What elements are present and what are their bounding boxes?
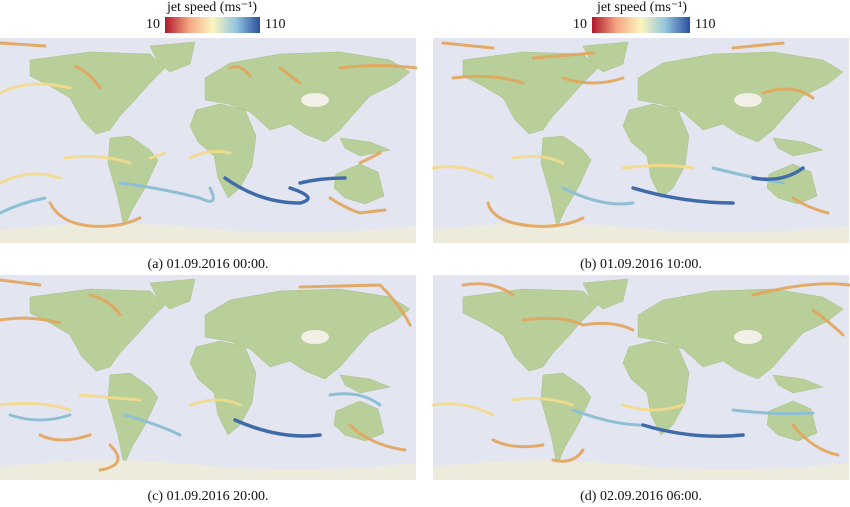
- colorbar: [165, 17, 260, 33]
- colorbar-max: 110: [265, 17, 285, 32]
- colorbar-left: jet speed (ms⁻¹) 10 110: [146, 0, 285, 33]
- map-panel: [431, 37, 850, 244]
- caption: (a) 01.09.2016 00:00.: [148, 257, 269, 272]
- colorbar-label: jet speed (ms⁻¹): [166, 0, 257, 15]
- colorbar-max: 110: [695, 17, 715, 32]
- colorbar: [592, 17, 690, 33]
- colorbar-min: 10: [573, 17, 587, 32]
- map-panel: [0, 274, 417, 481]
- caption: (b) 01.09.2016 10:00.: [580, 257, 702, 272]
- colorbar-min: 10: [146, 17, 160, 32]
- colorbar-label: jet speed (ms⁻¹): [596, 0, 687, 15]
- caption: (c) 01.09.2016 20:00.: [148, 489, 269, 504]
- map-panel: [0, 37, 418, 244]
- caption: (d) 02.09.2016 06:00.: [580, 489, 702, 504]
- map-panel: [431, 274, 850, 481]
- colorbar-right: jet speed (ms⁻¹) 10 110: [573, 0, 715, 33]
